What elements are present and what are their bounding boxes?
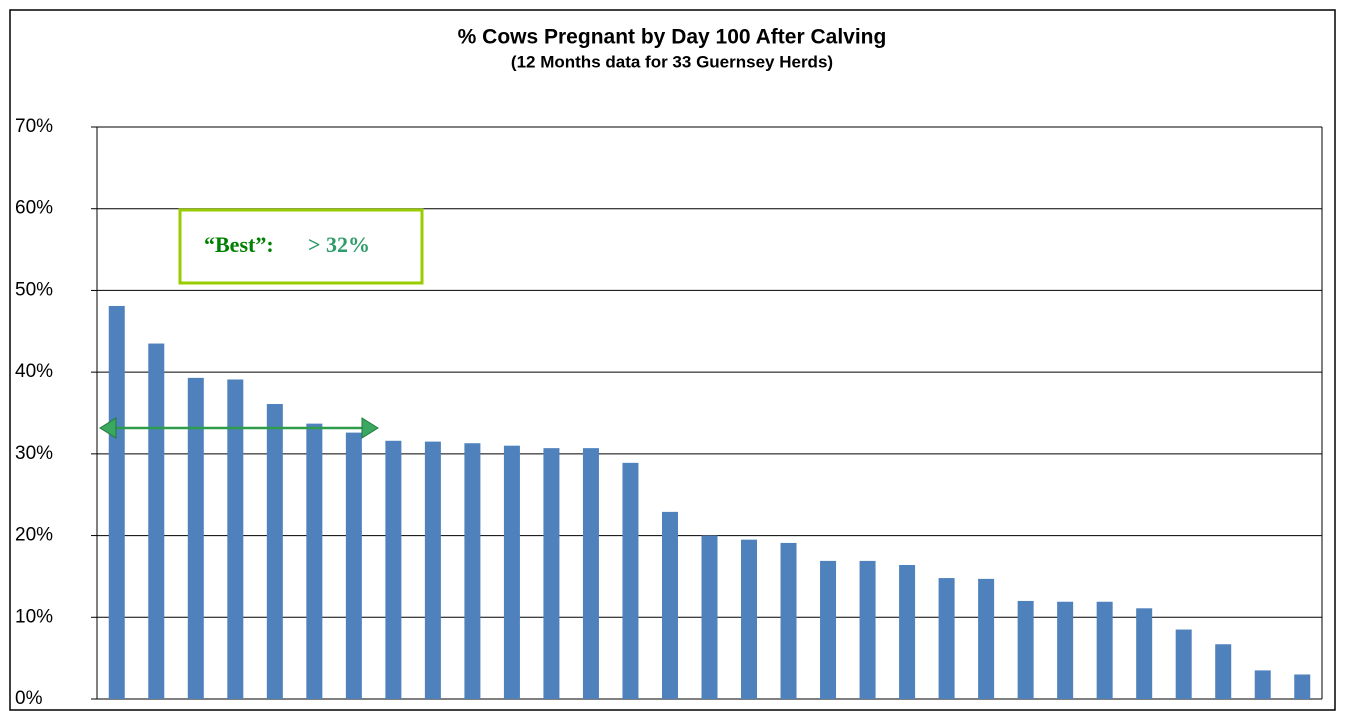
bar	[622, 462, 639, 699]
bar	[345, 432, 362, 699]
bar	[1096, 601, 1113, 699]
bar	[148, 343, 165, 699]
bar	[464, 443, 481, 699]
y-tick-label: 50%	[15, 279, 53, 300]
bar	[424, 441, 441, 699]
y-tick-label: 70%	[15, 116, 53, 137]
annotation-arrow	[99, 417, 379, 439]
annotation-box	[178, 208, 424, 285]
y-tick-label: 30%	[15, 443, 53, 464]
bar	[1017, 600, 1034, 699]
bar	[938, 578, 955, 699]
bar	[859, 560, 876, 699]
y-tick-label: 20%	[15, 525, 53, 546]
bar	[306, 423, 323, 699]
bar	[582, 448, 599, 699]
bar	[978, 578, 995, 699]
bar	[543, 448, 560, 699]
bar	[741, 539, 758, 699]
bar	[1175, 629, 1192, 699]
bar	[1215, 644, 1232, 699]
bar	[385, 440, 402, 699]
annotation-label: “Best”:	[204, 232, 274, 257]
bar	[266, 404, 283, 699]
annotation-value: > 32%	[308, 232, 370, 257]
bar	[780, 542, 797, 699]
y-tick-label: 40%	[15, 361, 53, 382]
bar	[661, 511, 678, 699]
bar	[1254, 670, 1271, 699]
bar	[820, 560, 837, 699]
bar	[108, 305, 125, 699]
bar	[1057, 601, 1074, 699]
chart-title: % Cows Pregnant by Day 100 After Calving	[458, 26, 887, 49]
bar	[899, 564, 916, 699]
y-tick-label: 60%	[15, 198, 53, 219]
chart-subtitle: (12 Months data for 33 Guernsey Herds)	[511, 52, 833, 71]
bar	[187, 377, 204, 699]
bar	[227, 379, 244, 699]
bar	[1136, 608, 1153, 699]
bar	[701, 535, 718, 699]
y-tick-label: 0%	[15, 688, 43, 709]
y-tick-label: 10%	[15, 606, 53, 627]
plot-area: 0% 10% 20% 30% 40% 50% 60% 70%	[15, 116, 1323, 709]
bar	[1294, 674, 1311, 699]
bar	[503, 445, 520, 699]
